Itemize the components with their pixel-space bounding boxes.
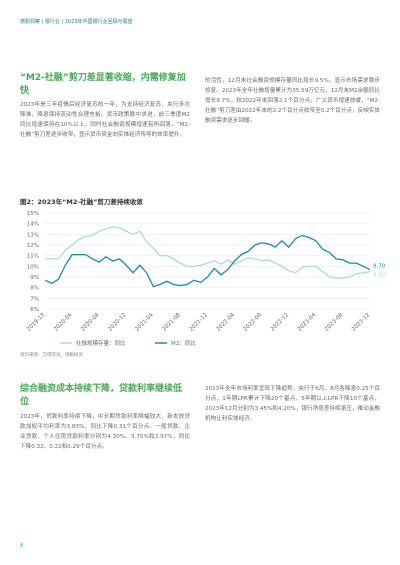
y-tick-label: 7% [30, 296, 39, 302]
y-tick-label: 15% [27, 211, 39, 217]
section-title: 综合融资成本持续下降，贷款利率继续低位 [20, 384, 183, 407]
y-tick-label: 11% [27, 254, 39, 260]
x-tick-label: 2022-08 [243, 312, 264, 333]
y-tick-label: 8% [30, 286, 39, 292]
y-tick-label: 10% [27, 264, 39, 270]
y-tick-label: 6% [30, 307, 39, 313]
x-tick-label: 2021-04 [134, 312, 155, 333]
y-tick-label: 13% [27, 232, 39, 238]
x-tick-label: 2022-04 [216, 312, 237, 333]
x-tick-label: 2020-04 [53, 312, 74, 333]
y-tick-label: 9% [30, 275, 39, 281]
source: 资料来源：万得资讯，德勤研究 [20, 353, 83, 358]
x-tick-label: 2023-12 [351, 312, 371, 332]
header: 德勤洞察 | 银行业 | 2023年中国银行业回顾与展望 [20, 19, 133, 25]
x-tick-label: 2021-12 [188, 312, 208, 332]
end-label: 9.50 [373, 273, 386, 279]
section-title: “M2-社融”剪刀差显著收缩，内需修复加快 [20, 73, 186, 96]
page-number: 8 [20, 543, 24, 549]
paragraph: 2023年全年市场利率呈现下降趋势，央行于6月、8月各降息0.25个百分点，1年… [205, 386, 380, 422]
x-tick-label: 2020-12 [107, 312, 127, 332]
paragraph: 2023年，贷款利率持续下降，中长期贷款利率降幅较大，新发放贷款加权平均利率为3… [20, 414, 190, 450]
legend-label: 社融规模存量：同比 [76, 339, 126, 347]
x-tick-label: 2023-04 [297, 312, 318, 333]
y-tick-label: 14% [27, 222, 39, 228]
line-series [44, 234, 371, 288]
line-series [45, 226, 371, 279]
y-tick-label: 12% [27, 243, 39, 249]
x-tick-label: 2023-08 [324, 312, 345, 333]
paragraph: 的活性，12月末社会融资规模存量同比增长9.5%，显示市场需求稳步修复。2023… [205, 78, 380, 124]
x-tick-label: 2020-08 [80, 312, 101, 333]
end-label: 9.70 [373, 264, 386, 270]
chart: 6% 7% 8% 9% 10% 11% 12% 13% 14% 15% 2019-12 2020-04… [26, 211, 386, 347]
x-tick-label: 2022-12 [270, 312, 290, 332]
paragraph: 2023年是三年疫情后经济复苏的一年，为支持经济复苏，央行多次降准、降息保持流动… [20, 102, 190, 138]
legend-label: M2：同比 [171, 339, 196, 347]
x-tick-label: 2021-08 [161, 312, 182, 333]
chart-title: 图2：2023年“M2-社融”剪刀差持续收敛 [20, 198, 143, 206]
x-tick-label: 2019-12 [26, 312, 46, 332]
